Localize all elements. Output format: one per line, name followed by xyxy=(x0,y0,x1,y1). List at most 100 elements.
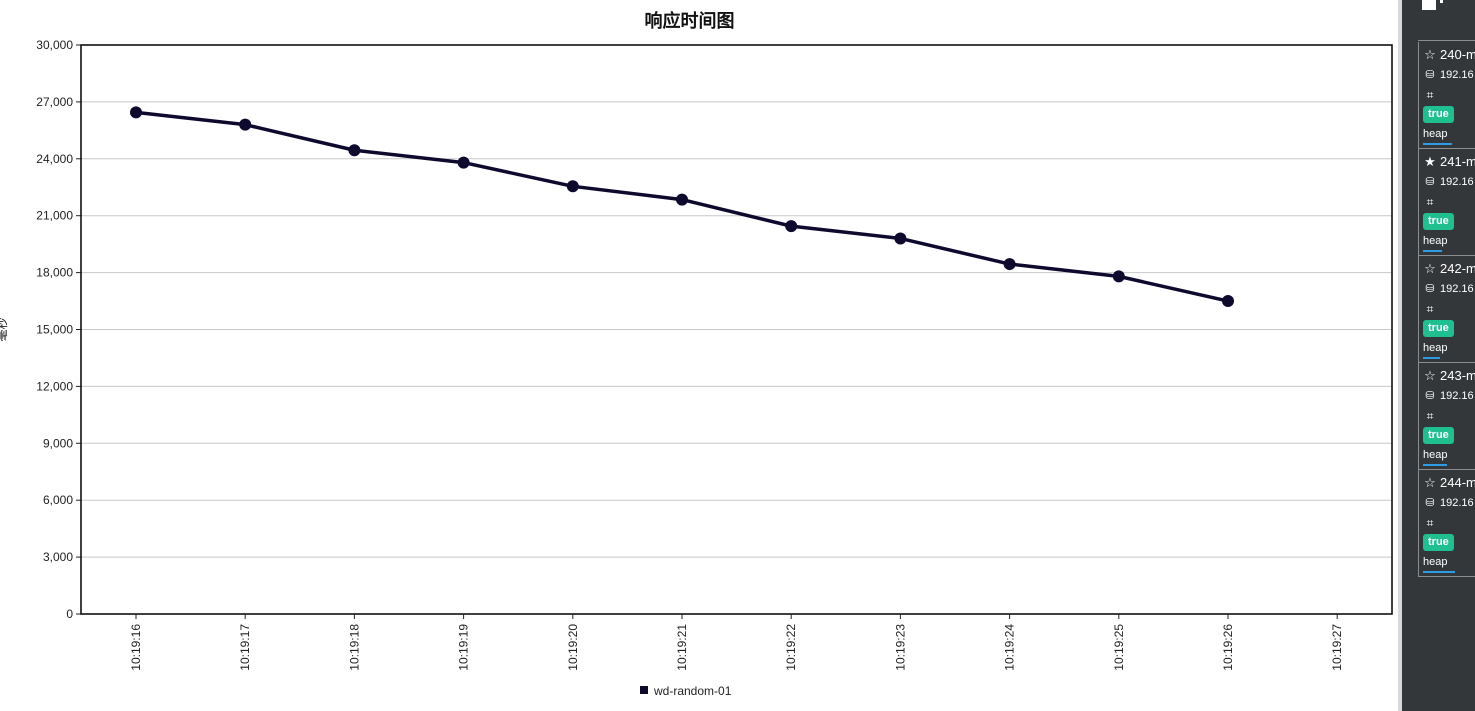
node-name: 241-m xyxy=(1440,154,1475,169)
crop-icon[interactable]: ⌗ xyxy=(1426,195,1434,209)
x-tick-label: 10:19:20 xyxy=(566,624,580,671)
node-list: ☆ 240-m ⛁ 192.16 ⌗ true heap ★ 241-m ⛁ 192.16 ⌗ true… xyxy=(1418,42,1475,577)
y-tick-label: 12,000 xyxy=(36,379,73,393)
y-tick-label: 3,000 xyxy=(43,550,73,564)
node-side-panel: ☆ 240-m ⛁ 192.16 ⌗ true heap ★ 241-m ⛁ 192.16 ⌗ true… xyxy=(1398,0,1475,711)
node-icon-row: ⌗ xyxy=(1423,516,1440,530)
node-ip-row: ⛁ 192.16 xyxy=(1423,389,1474,403)
y-tick-label: 6,000 xyxy=(43,493,73,507)
node-name: 244-m xyxy=(1440,475,1475,490)
data-point xyxy=(130,106,142,119)
server-icon: ⛁ xyxy=(1425,389,1435,402)
server-icon: ⛁ xyxy=(1425,175,1435,188)
status-badge: true xyxy=(1423,427,1454,444)
crop-icon[interactable]: ⌗ xyxy=(1426,516,1434,530)
node-name: 242-m xyxy=(1440,261,1475,276)
crop-icon[interactable]: ⌗ xyxy=(1426,409,1434,423)
y-tick-label: 15,000 xyxy=(36,323,73,337)
plot-frame xyxy=(80,44,1393,615)
status-badge: true xyxy=(1423,534,1454,551)
y-tick-label: 9,000 xyxy=(43,436,73,450)
star-icon[interactable]: ☆ xyxy=(1424,369,1436,384)
x-tick-label: 10:19:19 xyxy=(457,624,471,671)
y-tick-label: 21,000 xyxy=(36,209,73,223)
data-point xyxy=(676,193,688,206)
node-icon-row: ⌗ xyxy=(1423,195,1440,209)
legend-swatch xyxy=(640,686,648,694)
data-point xyxy=(566,180,579,193)
x-tick-label: 10:19:16 xyxy=(129,624,143,671)
heap-bar xyxy=(1423,250,1442,252)
y-tick-label: 0 xyxy=(66,607,73,621)
node-ip-row: ⛁ 192.16 xyxy=(1423,68,1474,82)
heap-label: heap xyxy=(1423,556,1448,568)
node-ip-row: ⛁ 192.16 xyxy=(1423,282,1474,296)
server-icon: ⛁ xyxy=(1425,496,1435,509)
node-ip-row: ⛁ 192.16 xyxy=(1423,175,1474,189)
x-tick-label: 10:19:27 xyxy=(1330,624,1344,671)
node-icon-row: ⌗ xyxy=(1423,302,1440,316)
node-card[interactable]: ☆ 244-m ⛁ 192.16 ⌗ true heap xyxy=(1418,470,1475,577)
heap-bar xyxy=(1423,464,1447,466)
panel-header xyxy=(1418,0,1475,41)
x-tick-label: 10:19:22 xyxy=(784,624,798,671)
heap-label: heap xyxy=(1423,449,1448,461)
y-tick-label: 30,000 xyxy=(36,38,73,52)
node-ip: 192.16 xyxy=(1440,69,1474,81)
heap-label: heap xyxy=(1423,342,1448,354)
star-filled-icon[interactable]: ★ xyxy=(1424,155,1436,170)
node-ip: 192.16 xyxy=(1440,283,1474,295)
node-card[interactable]: ☆ 242-m ⛁ 192.16 ⌗ true heap xyxy=(1418,256,1475,363)
node-card[interactable]: ★ 241-m ⛁ 192.16 ⌗ true heap xyxy=(1418,149,1475,256)
y-tick-label: 24,000 xyxy=(36,152,73,166)
data-point xyxy=(1112,270,1125,283)
node-icon-row: ⌗ xyxy=(1423,409,1440,423)
y-tick-label: 27,000 xyxy=(36,95,73,109)
x-tick-label: 10:19:21 xyxy=(675,624,689,671)
data-point xyxy=(348,144,361,157)
node-name-row: ☆ 240-m xyxy=(1423,48,1475,63)
node-ip: 192.16 xyxy=(1440,390,1474,402)
heap-bar xyxy=(1423,143,1452,145)
y-tick-label: 18,000 xyxy=(36,266,73,280)
node-card[interactable]: ☆ 243-m ⛁ 192.16 ⌗ true heap xyxy=(1418,363,1475,470)
heap-bar xyxy=(1423,357,1440,359)
node-ip-row: ⛁ 192.16 xyxy=(1423,496,1474,510)
node-ip: 192.16 xyxy=(1440,176,1474,188)
node-status-row: true xyxy=(1423,320,1454,337)
server-icon: ⛁ xyxy=(1425,68,1435,81)
data-point xyxy=(894,232,907,245)
status-badge: true xyxy=(1423,320,1454,337)
node-card[interactable]: ☆ 240-m ⛁ 192.16 ⌗ true heap xyxy=(1418,42,1475,149)
x-tick-label: 10:19:18 xyxy=(347,624,361,671)
heap-label: heap xyxy=(1423,235,1448,247)
panel-menu-icon[interactable] xyxy=(1422,0,1436,10)
heap-label: heap xyxy=(1423,128,1448,140)
status-badge: true xyxy=(1423,213,1454,230)
node-status-row: true xyxy=(1423,106,1454,123)
heap-bar xyxy=(1423,571,1455,573)
data-point xyxy=(457,156,470,169)
node-ip: 192.16 xyxy=(1440,497,1474,509)
node-status-row: true xyxy=(1423,213,1454,230)
star-icon[interactable]: ☆ xyxy=(1424,476,1436,491)
data-point xyxy=(1003,258,1016,271)
node-name: 243-m xyxy=(1440,368,1475,383)
node-name-row: ☆ 243-m xyxy=(1423,369,1475,384)
star-icon[interactable]: ☆ xyxy=(1424,262,1436,277)
node-status-row: true xyxy=(1423,427,1454,444)
data-point xyxy=(239,118,252,131)
crop-icon[interactable]: ⌗ xyxy=(1426,302,1434,316)
chart-title: 响应时间图 xyxy=(645,10,735,32)
y-axis-label: 毫秒 xyxy=(0,317,9,341)
x-tick-label: 10:19:24 xyxy=(1003,624,1017,671)
crop-icon[interactable]: ⌗ xyxy=(1426,88,1434,102)
star-icon[interactable]: ☆ xyxy=(1424,48,1436,63)
server-icon: ⛁ xyxy=(1425,282,1435,295)
legend-label: wd-random-01 xyxy=(653,684,732,698)
status-badge: true xyxy=(1423,106,1454,123)
node-name-row: ★ 241-m xyxy=(1423,155,1475,170)
node-name-row: ☆ 242-m xyxy=(1423,262,1475,277)
panel-edge[interactable] xyxy=(1398,0,1402,711)
